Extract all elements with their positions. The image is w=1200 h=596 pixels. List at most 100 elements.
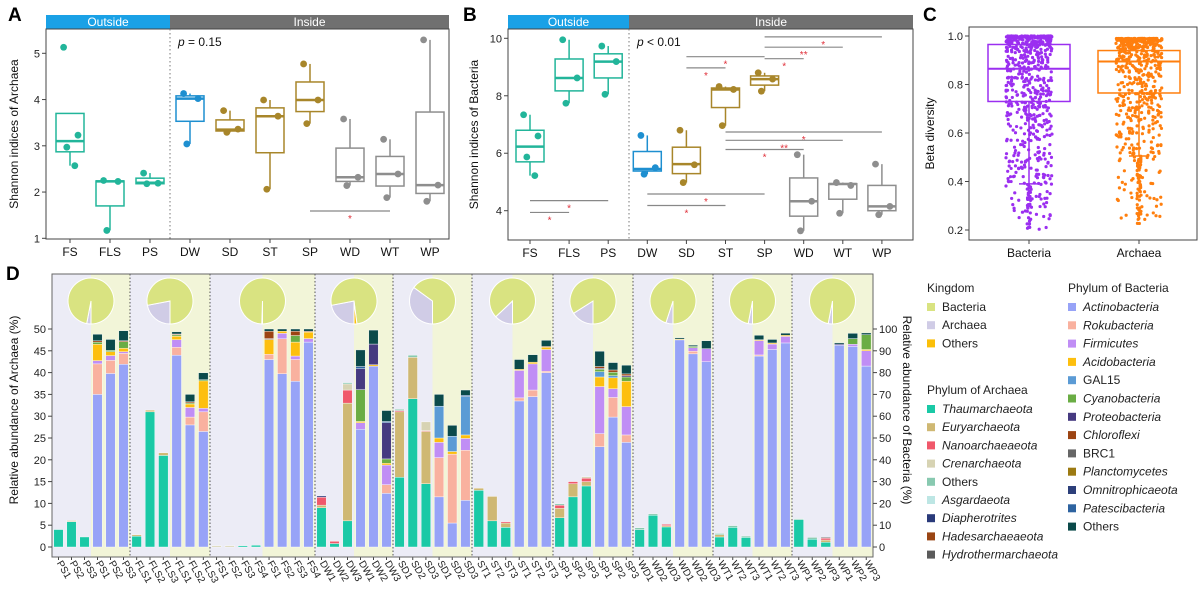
data-point	[1155, 66, 1159, 71]
data-point	[1153, 88, 1158, 93]
legend-item: Cyanobacteria	[1068, 392, 1161, 406]
bar-segment-acidobacteria	[290, 341, 301, 357]
bar-segment-others	[184, 394, 195, 403]
bar-segment-acidobacteria	[594, 376, 605, 387]
data-point	[1131, 130, 1135, 134]
data-point	[1035, 129, 1040, 133]
data-point	[1048, 213, 1052, 217]
bar-segment-others	[608, 362, 619, 371]
data-point	[1029, 138, 1033, 143]
data-point	[1143, 116, 1147, 120]
data-point	[1021, 38, 1025, 42]
data-point	[1144, 82, 1148, 86]
data-point	[1013, 151, 1017, 155]
data-point	[1009, 69, 1013, 73]
x-tick-label: WD	[340, 245, 360, 259]
data-point	[1132, 158, 1137, 163]
data-point	[1159, 195, 1163, 199]
box-SD: SD	[215, 107, 245, 259]
data-point	[1151, 135, 1155, 140]
data-point	[1151, 157, 1155, 161]
bar-segment-acidobacteria	[541, 347, 552, 350]
data-point	[1027, 72, 1031, 76]
data-point	[1151, 211, 1155, 215]
data-point	[1045, 109, 1049, 113]
data-point	[1128, 131, 1132, 135]
bar-segment-others	[381, 410, 392, 422]
box	[95, 180, 125, 207]
data-point	[260, 96, 267, 104]
x-tick-label: WD	[794, 246, 814, 260]
data-point	[1013, 34, 1018, 38]
legend-label: Firmicutes	[1083, 337, 1138, 351]
data-point	[1005, 38, 1009, 43]
data-point	[1153, 115, 1157, 119]
legend-label: Hadesarchaeaeota	[942, 529, 1044, 543]
data-point	[1121, 103, 1125, 108]
data-point	[1014, 170, 1018, 174]
legend-item: Others	[927, 475, 978, 489]
data-point	[1005, 114, 1009, 118]
box-Archaea: Archaea	[1097, 36, 1181, 260]
data-point	[1159, 115, 1163, 119]
bar-segment-others	[105, 339, 116, 351]
legend-label: Hydrothermarchaeota	[942, 548, 1058, 562]
data-point	[1040, 57, 1044, 62]
data-point	[1159, 143, 1163, 148]
data-point	[559, 36, 567, 44]
bar-segment-euryarchaeota	[487, 496, 498, 522]
data-point	[1117, 69, 1121, 74]
data-point	[758, 87, 765, 95]
pie-slice-bacteria	[146, 277, 194, 325]
y-tick-label: 4	[34, 95, 40, 107]
data-point	[1149, 66, 1153, 70]
data-point	[1023, 79, 1027, 84]
bar-segment-actinobacteria	[290, 381, 301, 548]
data-point	[1127, 106, 1131, 110]
x-tick-label: FLS	[99, 245, 121, 259]
data-point	[1043, 205, 1047, 209]
bar-segment-actinobacteria	[780, 342, 791, 548]
data-point	[1015, 158, 1019, 162]
y-tick-label-left: 15	[34, 477, 46, 489]
bar-segment-others	[807, 537, 818, 540]
bar-segment-cyanobacteria	[861, 334, 872, 350]
box-WD: WD	[788, 151, 819, 260]
bar-segment-others	[701, 340, 712, 349]
data-point	[1010, 75, 1014, 79]
data-point	[1032, 126, 1036, 130]
data-point	[1151, 122, 1155, 126]
pie-slice-archaea	[409, 286, 433, 325]
data-point	[1133, 47, 1138, 51]
bar-segment-thaumarchaeota	[487, 520, 498, 548]
bar-segment-chloroflexi	[594, 366, 605, 369]
data-point	[1034, 194, 1038, 198]
bar-segment-crenarchaeota	[224, 545, 235, 548]
data-point	[1038, 204, 1042, 209]
data-point	[1035, 168, 1039, 172]
data-point	[1136, 214, 1141, 218]
data-point	[1139, 193, 1143, 197]
legend-label: Crenarchaeota	[942, 457, 1022, 471]
data-point	[1119, 65, 1123, 69]
data-point	[340, 115, 347, 123]
legend-label: Euryarchaeota	[942, 420, 1020, 434]
data-point	[676, 126, 684, 134]
data-point	[1024, 70, 1029, 74]
data-point	[1004, 152, 1009, 156]
data-point	[1021, 56, 1025, 60]
data-point	[423, 197, 431, 205]
bar-segment-euryarchaeota	[158, 452, 169, 456]
bar-segment-acidobacteria	[92, 344, 103, 361]
bar-segment-firmicutes	[767, 343, 778, 350]
data-point	[1149, 98, 1154, 102]
y-tick-label-left: 0	[40, 542, 46, 554]
data-point	[718, 122, 726, 130]
significance-star: *	[684, 209, 688, 220]
data-point	[1135, 191, 1139, 195]
y-tick-label: 10	[490, 33, 502, 45]
data-point	[1155, 198, 1159, 202]
legend-item: Diapherotrites	[927, 511, 1017, 525]
data-point	[1010, 41, 1014, 45]
data-point	[1029, 77, 1033, 81]
